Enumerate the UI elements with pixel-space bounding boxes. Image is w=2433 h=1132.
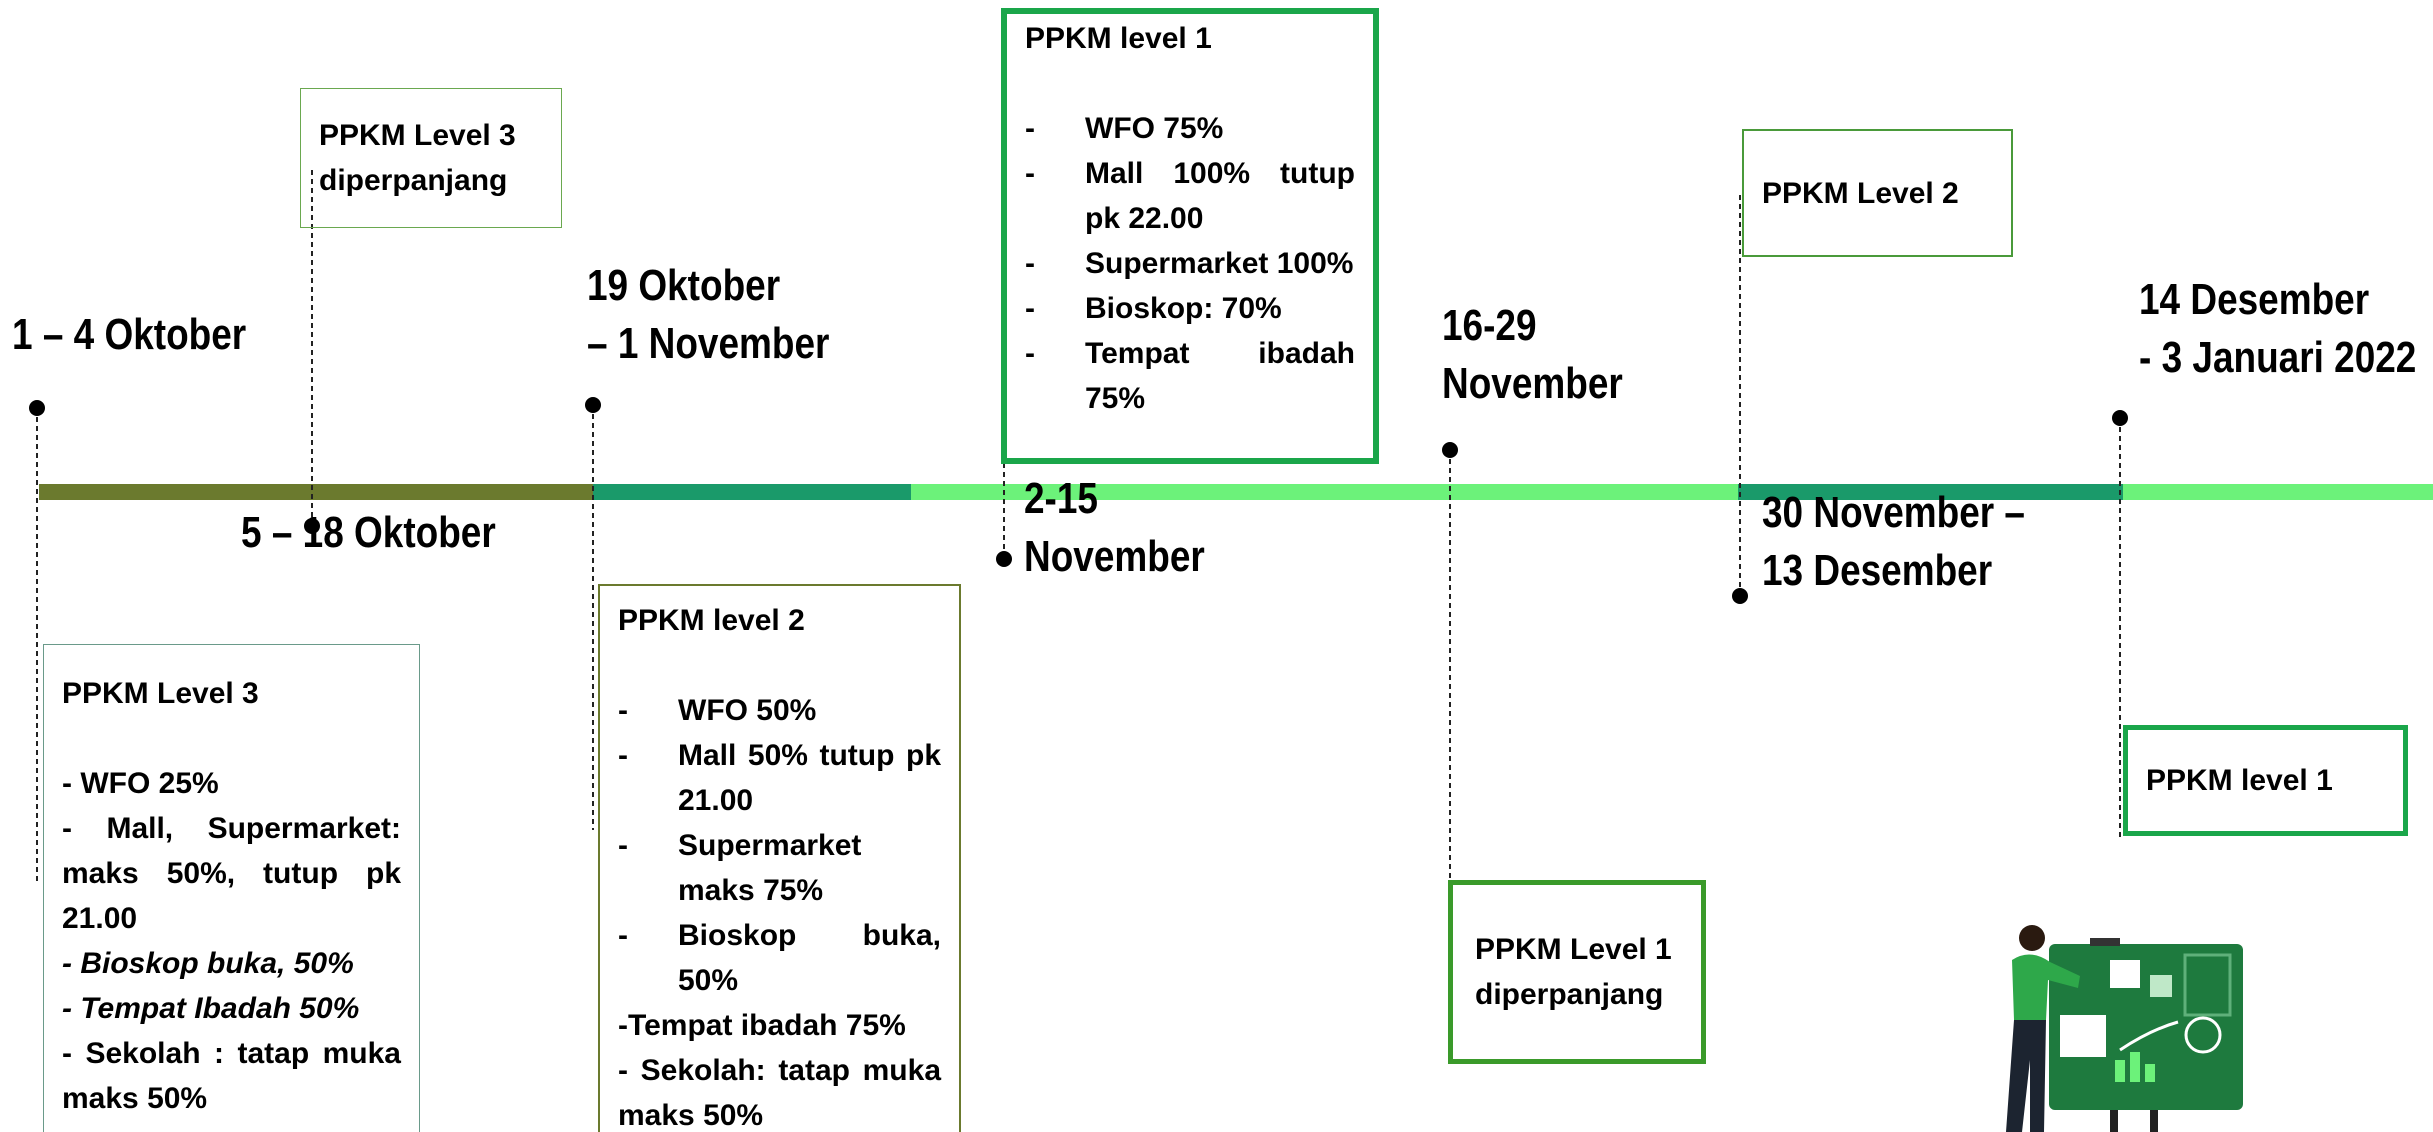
event-dot bbox=[1732, 588, 1748, 604]
timeline-page: 1 – 4 OktoberPPKM Level 3- WFO 25%- Mall… bbox=[0, 0, 2433, 1132]
box-item: -WFO 50% bbox=[618, 688, 941, 733]
date-line: November bbox=[1442, 355, 1623, 413]
box-title: PPKM Level 2 bbox=[1762, 171, 1993, 216]
date-line: 13 Desember bbox=[1762, 542, 2025, 600]
item-text: Tempat ibadah 75% bbox=[1085, 331, 1355, 421]
bullet: - bbox=[1025, 151, 1085, 241]
box-item: - Sekolah: tatap muka maks 50% bbox=[618, 1048, 941, 1132]
event-box: PPKM Level 3 - WFO 25%- Mall, Supermarket… bbox=[43, 644, 420, 1132]
box-item: -Tempat ibadah 75% bbox=[618, 1003, 941, 1048]
timeline-segment bbox=[2123, 484, 2433, 500]
box-title: PPKM level 1 bbox=[1025, 16, 1355, 61]
event-box: PPKM Level 3 diperpanjang bbox=[300, 88, 562, 228]
event-box: PPKM Level 1 diperpanjang bbox=[1448, 880, 1706, 1064]
event-dot bbox=[1442, 442, 1458, 458]
box-item: - Sekolah : tatap muka maks 50% bbox=[62, 1031, 401, 1121]
date-line: 16-29 bbox=[1442, 297, 1623, 355]
box-title: PPKM Level 3 diperpanjang bbox=[319, 113, 543, 203]
box-item: -Mall 50% tutup pk 21.00 bbox=[618, 733, 941, 823]
bullet: - bbox=[1025, 331, 1085, 421]
item-text: Supermarket 100% bbox=[1085, 241, 1353, 286]
bullet: - bbox=[1025, 106, 1085, 151]
box-item: -Bioskop: 70% bbox=[1025, 286, 1355, 331]
box-item: -Mall 100% tutup pk 22.00 bbox=[1025, 151, 1355, 241]
box-item: -Tempat ibadah 75% bbox=[1025, 331, 1355, 421]
date-line: 14 Desember bbox=[2139, 271, 2416, 329]
box-title: PPKM level 1 bbox=[2146, 758, 2385, 803]
timeline-segment bbox=[39, 484, 593, 500]
bullet: - bbox=[618, 688, 678, 733]
event-date: 19 Oktober– 1 November bbox=[587, 257, 829, 373]
date-line: 5 – 18 Oktober bbox=[241, 504, 496, 562]
event-dot bbox=[2112, 410, 2128, 426]
box-item: -WFO 75% bbox=[1025, 106, 1355, 151]
event-date: 1 – 4 Oktober bbox=[12, 306, 246, 364]
date-line: 2-15 bbox=[1024, 470, 1205, 528]
bullet: - bbox=[1025, 241, 1085, 286]
event-box: PPKM level 2-WFO 50%-Mall 50% tutup pk 2… bbox=[598, 584, 961, 1132]
event-date: 14 Desember- 3 Januari 2022 bbox=[2139, 271, 2416, 387]
box-item: - Bioskop buka, 50% bbox=[62, 941, 401, 986]
event-dot bbox=[29, 400, 45, 416]
date-line: – 1 November bbox=[587, 315, 829, 373]
event-date: 30 November –13 Desember bbox=[1762, 484, 2025, 600]
date-line: 19 Oktober bbox=[587, 257, 829, 315]
illustration bbox=[2006, 925, 2243, 1132]
bullet: - bbox=[1025, 286, 1085, 331]
date-line: 30 November – bbox=[1762, 484, 2025, 542]
bullet: - bbox=[618, 733, 678, 823]
date-line: November bbox=[1024, 528, 1205, 586]
box-item: -Supermarket maks 75% bbox=[618, 823, 941, 913]
item-text: Supermarket maks 75% bbox=[678, 823, 941, 913]
item-text: Bioskop: 70% bbox=[1085, 286, 1282, 331]
box-title: PPKM Level 1 diperpanjang bbox=[1475, 927, 1679, 1017]
box-item: - Mall, Supermarket: maks 50%, tutup pk … bbox=[62, 806, 401, 941]
date-line: - 3 Januari 2022 bbox=[2139, 329, 2416, 387]
item-text: Mall 100% tutup pk 22.00 bbox=[1085, 151, 1355, 241]
item-text: WFO 75% bbox=[1085, 106, 1223, 151]
bullet: - bbox=[618, 913, 678, 1003]
item-text: Mall 50% tutup pk 21.00 bbox=[678, 733, 941, 823]
event-box: PPKM level 1 bbox=[2123, 725, 2408, 836]
box-title: PPKM level 2 bbox=[618, 598, 941, 643]
box-item: - WFO 25% bbox=[62, 761, 401, 806]
date-line: 1 – 4 Oktober bbox=[12, 306, 246, 364]
event-dot bbox=[585, 397, 601, 413]
event-dot bbox=[996, 551, 1012, 567]
event-date: 5 – 18 Oktober bbox=[241, 504, 496, 562]
item-text: Bioskop buka, 50% bbox=[678, 913, 941, 1003]
timeline-segment bbox=[593, 484, 911, 500]
box-item: -Supermarket 100% bbox=[1025, 241, 1355, 286]
box-item: -Bioskop buka, 50% bbox=[618, 913, 941, 1003]
bullet: - bbox=[618, 823, 678, 913]
event-box: PPKM Level 2 bbox=[1742, 129, 2013, 257]
event-box: PPKM level 1-WFO 75%-Mall 100% tutup pk … bbox=[1001, 8, 1379, 464]
item-text: WFO 50% bbox=[678, 688, 816, 733]
box-item: - Tempat Ibadah 50% bbox=[62, 986, 401, 1031]
box-title: PPKM Level 3 bbox=[62, 671, 401, 716]
